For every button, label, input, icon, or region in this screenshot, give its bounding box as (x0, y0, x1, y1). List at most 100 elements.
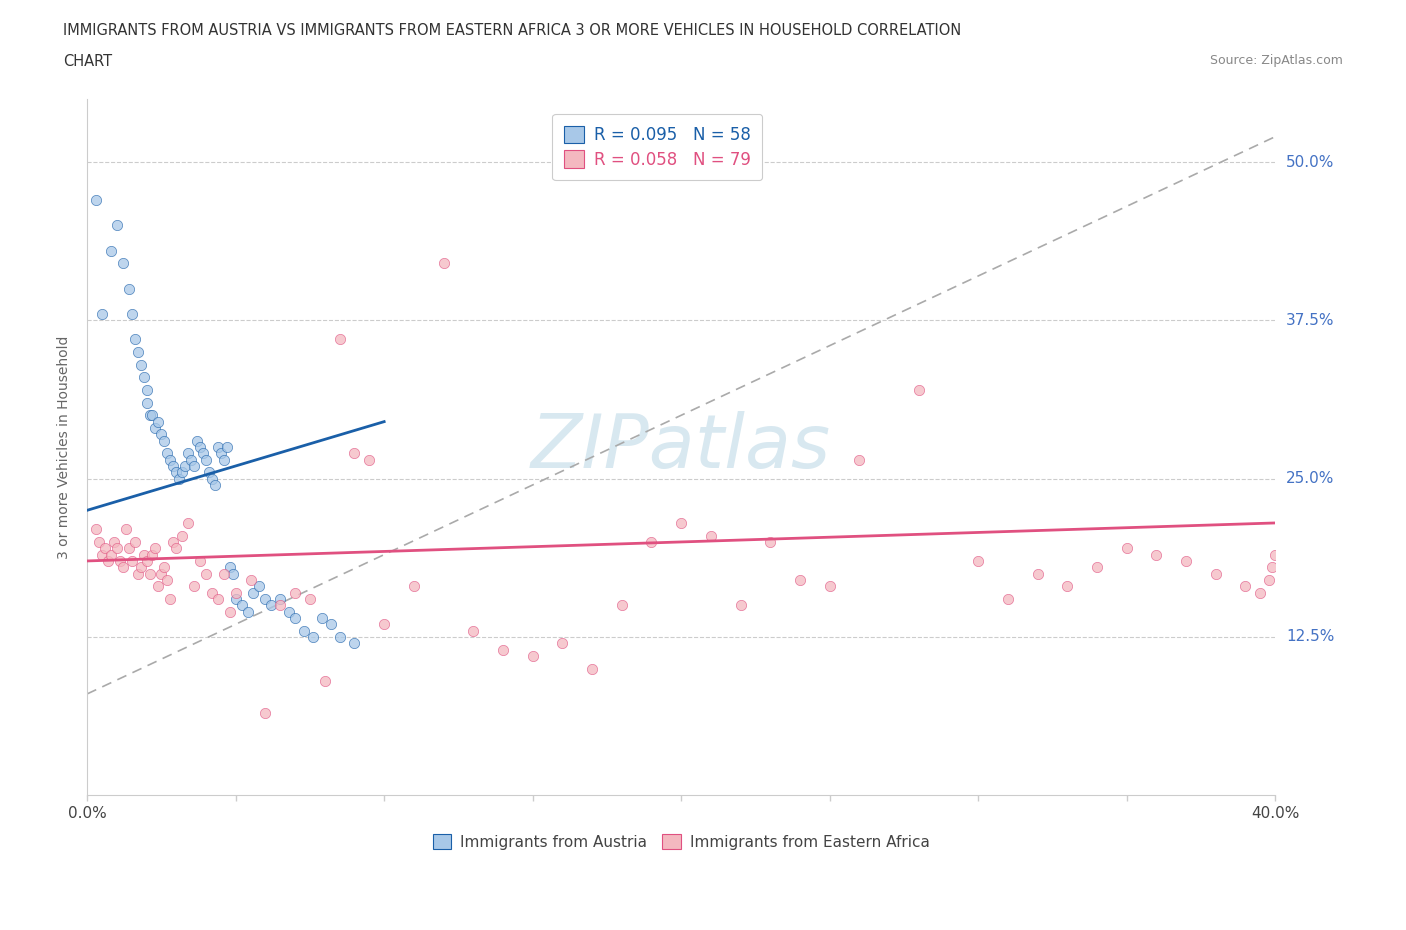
Point (260, 598, 283, 613)
Point (84, 193, 107, 207)
Point (148, 414, 170, 429)
Point (209, 445, 232, 460)
Point (191, 445, 214, 460)
Point (141, 408, 163, 423)
Point (373, 617, 395, 631)
Text: IMMIGRANTS FROM AUSTRIA VS IMMIGRANTS FROM EASTERN AFRICA 3 OR MORE VEHICLES IN : IMMIGRANTS FROM AUSTRIA VS IMMIGRANTS FR… (63, 23, 962, 38)
Point (319, 617, 342, 631)
Point (172, 528, 194, 543)
Point (159, 452, 181, 467)
Point (201, 472, 224, 486)
Point (135, 382, 157, 397)
Point (1234, 578, 1257, 593)
Point (100, 244, 122, 259)
Point (236, 604, 259, 619)
Point (610, 598, 633, 613)
Point (314, 674, 336, 689)
Point (177, 515, 200, 530)
Point (198, 465, 221, 480)
Point (1026, 566, 1049, 581)
Point (907, 382, 929, 397)
Point (188, 440, 211, 455)
Point (207, 591, 229, 606)
Point (463, 623, 485, 638)
Point (188, 553, 211, 568)
Point (177, 445, 200, 460)
Point (207, 440, 229, 455)
Point (212, 452, 235, 467)
Point (118, 541, 141, 556)
Point (302, 630, 325, 644)
Point (967, 553, 990, 568)
Point (156, 573, 179, 588)
Point (148, 578, 170, 593)
Point (329, 630, 352, 644)
Point (172, 465, 194, 480)
Text: 37.5%: 37.5% (1286, 312, 1334, 327)
Point (111, 560, 134, 575)
Point (132, 370, 155, 385)
Point (138, 566, 160, 581)
Point (1261, 560, 1284, 575)
Point (492, 642, 515, 657)
Point (118, 281, 141, 296)
Point (135, 395, 157, 410)
Point (162, 458, 184, 473)
Point (239, 573, 262, 588)
Text: 12.5%: 12.5% (1286, 630, 1334, 644)
Point (225, 591, 247, 606)
Point (997, 591, 1019, 606)
Point (105, 541, 128, 556)
Point (145, 541, 167, 556)
Point (311, 610, 333, 625)
Point (183, 458, 205, 473)
Point (284, 585, 307, 600)
Point (100, 547, 122, 562)
Point (432, 256, 454, 271)
Point (218, 604, 240, 619)
Point (91, 547, 114, 562)
Point (269, 591, 291, 606)
Point (343, 636, 366, 651)
Point (174, 458, 197, 473)
Point (1115, 541, 1137, 556)
Point (269, 598, 291, 613)
Point (162, 535, 184, 550)
Point (343, 445, 366, 460)
Point (111, 256, 134, 271)
Point (225, 585, 247, 600)
Point (212, 566, 235, 581)
Point (1056, 578, 1078, 593)
Point (359, 452, 381, 467)
Point (129, 357, 152, 372)
Point (103, 535, 125, 550)
Point (231, 598, 253, 613)
Point (700, 528, 723, 543)
Point (121, 553, 143, 568)
Text: 25.0%: 25.0% (1286, 472, 1334, 486)
Point (165, 541, 187, 556)
Point (298, 591, 321, 606)
Point (84, 522, 107, 537)
Point (94, 541, 117, 556)
Point (194, 452, 217, 467)
Point (789, 573, 811, 588)
Point (159, 591, 181, 606)
Point (1205, 566, 1227, 581)
Point (124, 535, 146, 550)
Point (97, 553, 120, 568)
Point (1264, 547, 1286, 562)
Point (278, 604, 301, 619)
Point (186, 433, 208, 448)
Point (221, 566, 243, 581)
Point (150, 427, 173, 442)
Point (127, 344, 149, 359)
Text: 50.0%: 50.0% (1286, 154, 1334, 169)
Point (165, 465, 187, 480)
Point (581, 661, 603, 676)
Point (183, 578, 205, 593)
Text: ZIPatlas: ZIPatlas (531, 411, 831, 483)
Point (848, 452, 870, 467)
Point (124, 332, 146, 347)
Point (284, 610, 307, 625)
